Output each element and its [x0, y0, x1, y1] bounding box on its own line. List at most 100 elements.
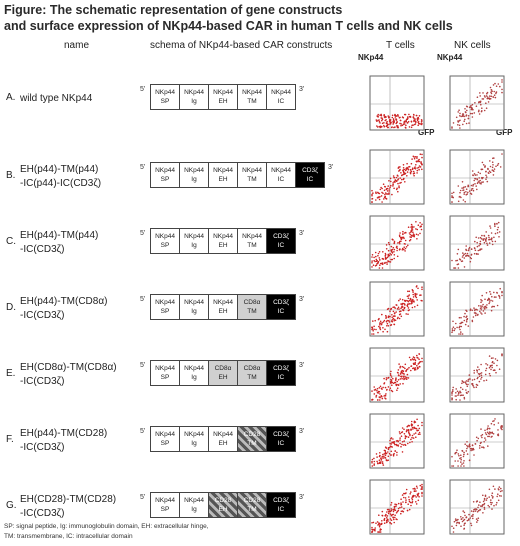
nk-cell-scatter-plot — [449, 215, 505, 271]
segment-region: IC — [277, 176, 285, 183]
segment-domain: CD8α — [214, 365, 232, 372]
segment-region: SP — [160, 98, 170, 105]
segment-domain: NKp44 — [213, 233, 233, 240]
segment-domain: NKp44 — [242, 89, 262, 96]
title-line-2: and surface expression of NKp44-based CA… — [4, 19, 453, 33]
segment-domain: CD3ζ — [273, 299, 289, 306]
figure-title: Figure: The schematic representation of … — [4, 2, 516, 34]
segment-domain: CD3ζ — [302, 167, 318, 174]
construct-segment: NKp44 EH — [208, 228, 238, 254]
segment-domain: CD28 — [214, 497, 232, 504]
construct-segment: NKp44 SP — [150, 426, 180, 452]
nk-cell-scatter-plot — [449, 413, 505, 469]
row-letter: C. — [6, 236, 16, 247]
segment-region: EH — [218, 176, 228, 183]
row-letter: A. — [6, 92, 16, 103]
construct-segment: NKp44 Ig — [179, 294, 209, 320]
segment-region: TM — [247, 242, 257, 249]
segment-domain: NKp44 — [155, 365, 175, 372]
segment-domain: NKp44 — [155, 167, 175, 174]
t-cell-scatter-plot — [369, 347, 425, 403]
row-letter: E. — [6, 368, 16, 379]
construct-segment: NKp44 Ig — [179, 84, 209, 110]
segment-domain: NKp44 — [184, 89, 204, 96]
construct-segment: CD28 EH — [208, 492, 238, 518]
segment-region: TM — [247, 98, 257, 105]
row-name-line: EH(CD28)-TM(CD28) — [20, 494, 117, 505]
construct-segment: NKp44 Ig — [179, 228, 209, 254]
header-name: name — [64, 40, 90, 51]
row-name: EH(CD28)-TM(CD28) -IC(CD3ζ) — [20, 493, 116, 521]
segment-domain: NKp44 — [155, 299, 175, 306]
row-name-line: EH(p44)-TM(p44) — [20, 164, 99, 175]
segment-region: TM — [247, 506, 257, 513]
t-cell-scatter-plot — [369, 75, 425, 131]
construct-segment: NKp44 TM — [237, 228, 267, 254]
construct-segment: CD3ζ IC — [266, 492, 296, 518]
row-name-line: EH(p44)-TM(CD8α) — [20, 296, 108, 307]
construct-segment: CD28 TM — [237, 492, 267, 518]
row-letter: B. — [6, 170, 16, 181]
construct-segment: NKp44 IC — [266, 84, 296, 110]
row-name: EH(p44)-TM(CD8α) -IC(CD3ζ) — [20, 295, 107, 323]
three-prime-label: 3' — [299, 362, 305, 369]
t-cell-scatter-plot — [369, 215, 425, 271]
construct-segment: CD28 TM — [237, 426, 267, 452]
header-schema: schema of NKp44-based CAR constructs — [150, 40, 333, 51]
segment-domain: CD3ζ — [273, 497, 289, 504]
construct-segment: NKp44 EH — [208, 162, 238, 188]
row-name-line: EH(p44)-TM(CD28) — [20, 428, 108, 439]
segment-region: SP — [160, 506, 170, 513]
three-prime-label: 3' — [299, 428, 305, 435]
segment-region: SP — [160, 242, 170, 249]
segment-region: EH — [218, 98, 228, 105]
segment-domain: CD28 — [243, 497, 261, 504]
five-prime-label: 5' — [140, 428, 146, 435]
segment-domain: CD3ζ — [273, 365, 289, 372]
five-prime-label: 5' — [140, 164, 146, 171]
segment-region: Ig — [191, 374, 197, 381]
segment-domain: NKp44 — [155, 89, 175, 96]
segment-region: TM — [247, 440, 257, 447]
segment-domain: NKp44 — [213, 299, 233, 306]
segment-domain: NKp44 — [213, 89, 233, 96]
row-name-line: -IC(CD3ζ) — [20, 376, 65, 387]
five-prime-label: 5' — [140, 296, 146, 303]
construct-segment: NKp44 SP — [150, 162, 180, 188]
segment-region: EH — [218, 374, 228, 381]
row-name-line: -IC(p44)-IC(CD3ζ) — [20, 178, 102, 189]
axis-label-nkp44-t: NKp44 — [358, 53, 384, 62]
construct-segment: CD3ζ IC — [266, 294, 296, 320]
row-name-line: -IC(CD3ζ) — [20, 244, 65, 255]
segment-domain: NKp44 — [271, 89, 291, 96]
three-prime-label: 3' — [299, 86, 305, 93]
construct-segment: NKp44 Ig — [179, 162, 209, 188]
axis-label-nkp44-nk: NKp44 — [437, 53, 463, 62]
construct-segment: NKp44 EH — [208, 426, 238, 452]
row-name-line: wild type NKp44 — [20, 93, 93, 104]
segment-region: SP — [160, 374, 170, 381]
row-letter: D. — [6, 302, 16, 313]
segment-domain: CD8α — [243, 365, 261, 372]
segment-domain: NKp44 — [184, 365, 204, 372]
construct-segment: NKp44 Ig — [179, 360, 209, 386]
three-prime-label: 3' — [299, 494, 305, 501]
segment-region: Ig — [191, 506, 197, 513]
construct-segment: NKp44 EH — [208, 84, 238, 110]
segment-region: IC — [306, 176, 314, 183]
segment-domain: NKp44 — [184, 167, 204, 174]
three-prime-label: 3' — [299, 230, 305, 237]
segment-domain: NKp44 — [242, 233, 262, 240]
five-prime-label: 5' — [140, 230, 146, 237]
segment-region: IC — [277, 242, 285, 249]
five-prime-label: 5' — [140, 494, 146, 501]
construct-segment: CD3ζ IC — [295, 162, 325, 188]
row-name-line: EH(p44)-TM(p44) — [20, 230, 99, 241]
construct-segment: CD3ζ IC — [266, 360, 296, 386]
construct-segment: NKp44 TM — [237, 162, 267, 188]
segment-domain: NKp44 — [213, 167, 233, 174]
header-nk-cells: NK cells — [454, 40, 491, 51]
t-cell-scatter-plot — [369, 413, 425, 469]
segment-region: IC — [277, 98, 285, 105]
segment-region: EH — [218, 506, 228, 513]
